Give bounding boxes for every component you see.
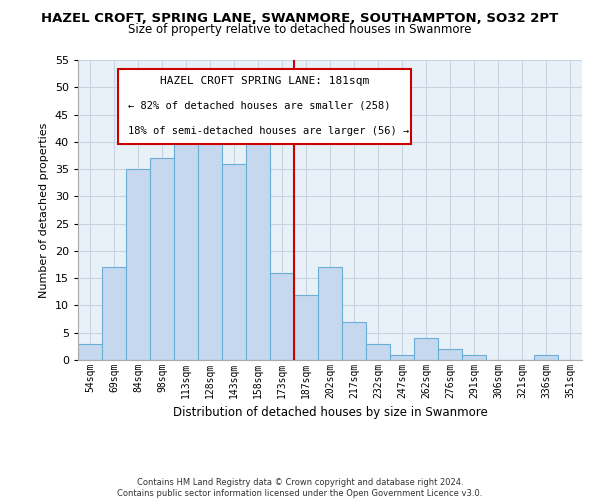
Text: ← 82% of detached houses are smaller (258): ← 82% of detached houses are smaller (25… [128,100,391,110]
Bar [246,142,270,360]
Text: 18% of semi-detached houses are larger (56) →: 18% of semi-detached houses are larger (… [128,126,410,136]
FancyBboxPatch shape [118,69,410,144]
Bar [414,338,438,360]
Text: HAZEL CROFT, SPRING LANE, SWANMORE, SOUTHAMPTON, SO32 2PT: HAZEL CROFT, SPRING LANE, SWANMORE, SOUT… [41,12,559,26]
Bar [438,349,462,360]
Bar [126,169,150,360]
Bar [462,354,486,360]
Bar [78,344,102,360]
Bar [342,322,366,360]
Bar [198,126,222,360]
Bar [390,354,414,360]
Text: Contains HM Land Registry data © Crown copyright and database right 2024.
Contai: Contains HM Land Registry data © Crown c… [118,478,482,498]
Y-axis label: Number of detached properties: Number of detached properties [39,122,49,298]
Text: Size of property relative to detached houses in Swanmore: Size of property relative to detached ho… [128,22,472,36]
Bar [102,268,126,360]
Bar [534,354,558,360]
Bar [270,272,294,360]
Bar [366,344,390,360]
Bar [222,164,246,360]
X-axis label: Distribution of detached houses by size in Swanmore: Distribution of detached houses by size … [173,406,487,420]
Bar [174,142,198,360]
Bar [318,268,342,360]
Bar [150,158,174,360]
Text: HAZEL CROFT SPRING LANE: 181sqm: HAZEL CROFT SPRING LANE: 181sqm [160,76,369,86]
Bar [294,294,318,360]
